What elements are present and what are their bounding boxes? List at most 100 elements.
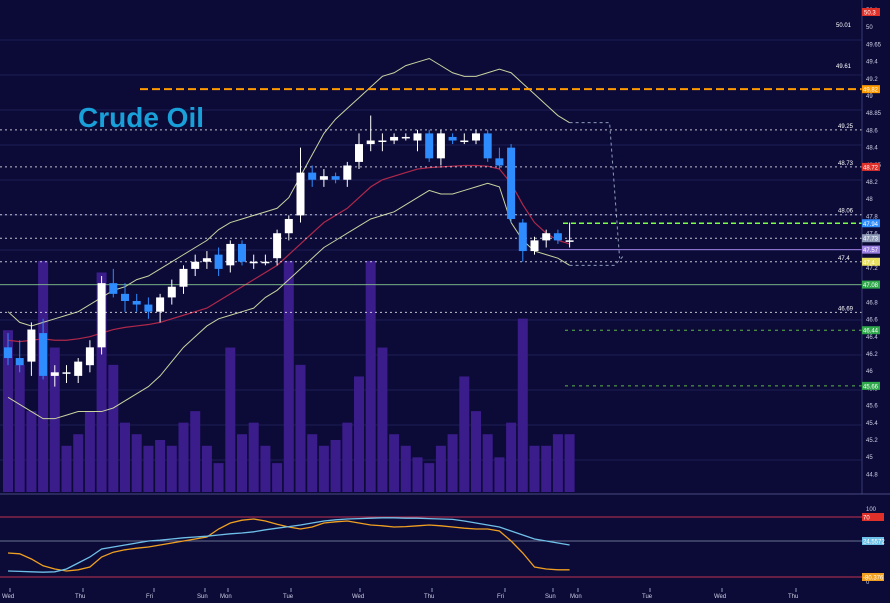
volume-bar <box>564 434 575 492</box>
level-label: 48.06 <box>838 209 854 215</box>
price-tag <box>862 219 880 228</box>
volume-bar <box>49 347 60 492</box>
x-tick-label: Wed <box>352 594 364 600</box>
candle-body <box>542 233 551 241</box>
candle-body <box>226 243 235 266</box>
price-tag <box>862 85 880 94</box>
level-label: 48.73 <box>838 161 854 167</box>
price-axis: 50.15049.6549.449.24948.8548.648.448.254… <box>836 8 882 478</box>
price-tick-label: 45.2 <box>866 438 878 444</box>
x-tick-label: Sun <box>197 594 208 600</box>
candle-body <box>62 372 71 374</box>
price-tag-label: 49.82 <box>863 88 879 94</box>
volume-bar <box>96 272 107 492</box>
volume-bar <box>541 445 552 492</box>
level-label: 46.69 <box>838 306 854 312</box>
candle-body <box>390 136 399 141</box>
candle-body <box>238 243 246 262</box>
price-tag-label: 45.66 <box>863 384 879 390</box>
x-tick-label: Mon <box>570 594 582 600</box>
price-tag-label: 47.4 <box>863 260 875 266</box>
candle-body <box>355 144 363 162</box>
candle-body <box>191 261 200 269</box>
candle-body <box>436 133 445 159</box>
price-tick-label: 48.6 <box>866 128 878 134</box>
candlesticks <box>4 115 574 387</box>
price-tick-label: 47.8 <box>866 214 878 220</box>
price-tag-label: 47.94 <box>863 222 879 228</box>
volume-bar <box>84 411 95 492</box>
candle-body <box>507 147 516 219</box>
volume-bar <box>3 330 13 492</box>
x-tick-label: Thu <box>75 594 85 600</box>
x-tick-label: Tue <box>283 594 294 600</box>
candle-body <box>319 176 328 180</box>
x-tick-label: Fri <box>146 594 153 600</box>
volume-bar <box>26 411 37 492</box>
price-levels: 49.25 48.73 48.06 47.4 46.69 <box>0 88 862 387</box>
volume-bar <box>272 463 283 492</box>
price-tick-label: 45.4 <box>866 421 878 427</box>
candle-body <box>401 136 410 139</box>
oscillator-tag-label: 70 <box>863 516 870 522</box>
volume-bar <box>61 445 72 492</box>
oscillator-tag <box>862 513 884 521</box>
x-tick-label: Fri <box>497 594 504 600</box>
volume-bar <box>108 364 119 492</box>
price-tick-label: 50 <box>866 25 873 31</box>
oscillator-tag <box>862 537 884 545</box>
volume-bar <box>424 463 435 492</box>
price-tag-label: 47.73 <box>863 237 879 243</box>
candle-body <box>483 133 492 159</box>
candle-body <box>565 240 574 242</box>
volume-bar <box>482 434 493 492</box>
volume-bar <box>307 434 318 492</box>
volume-bar <box>354 376 364 492</box>
price-tag-label: 47.08 <box>863 283 879 289</box>
candle-body <box>553 233 562 241</box>
oscillator-panel: 100 0 70 24.5572 -80.376 <box>0 507 885 586</box>
price-tag <box>862 162 880 171</box>
candle-body <box>4 347 12 359</box>
volume-bar <box>330 440 341 492</box>
volume-bar <box>459 376 470 492</box>
x-tick-label: Mon <box>220 594 232 600</box>
oscillator-tag-label: -80.376 <box>863 576 884 582</box>
candle-body <box>273 233 282 259</box>
price-tick-label: 46.6 <box>866 318 878 324</box>
price-tag-label: 46.44 <box>863 329 879 335</box>
volume-bar <box>14 364 25 492</box>
price-tick-label: 44.8 <box>866 472 878 478</box>
volume-bar <box>377 347 388 492</box>
volume-bar <box>529 445 540 492</box>
volume-bar <box>237 434 247 492</box>
price-tick-label: 46.8 <box>866 300 878 306</box>
candle-body <box>343 165 352 180</box>
rsi-line <box>7 517 570 573</box>
x-tick-label: Tue <box>642 594 653 600</box>
candle-body <box>121 293 129 301</box>
volume-bar <box>447 434 458 492</box>
candle-body <box>144 304 153 312</box>
volume-bar <box>166 445 177 492</box>
volume-bar <box>225 347 236 492</box>
volume-bar <box>318 445 329 492</box>
volume-bar <box>412 457 423 492</box>
price-tag <box>862 245 880 254</box>
oscillator-tick-label: 0 <box>866 580 870 586</box>
price-tick-label: 46 <box>866 369 873 375</box>
price-tick-label: 48.2 <box>866 180 878 186</box>
price-tick-label: 48.85 <box>866 111 882 117</box>
price-tag <box>862 257 880 266</box>
price-tick-label: 46.2 <box>866 352 878 358</box>
volume-bar <box>552 434 563 492</box>
candle-body <box>50 372 59 376</box>
x-tick-label: Sun <box>545 594 556 600</box>
candle-body <box>15 358 24 366</box>
price-tick-label: 46.4 <box>866 335 878 341</box>
volume-bar <box>517 318 528 492</box>
level-label: 49.61 <box>836 64 852 70</box>
price-tick-label: 49.2 <box>866 77 878 83</box>
time-axis: Wed Thu Fri Sun Mon Tue Wed Thu Fri Sun Mon Tue Wed T… <box>2 588 798 600</box>
